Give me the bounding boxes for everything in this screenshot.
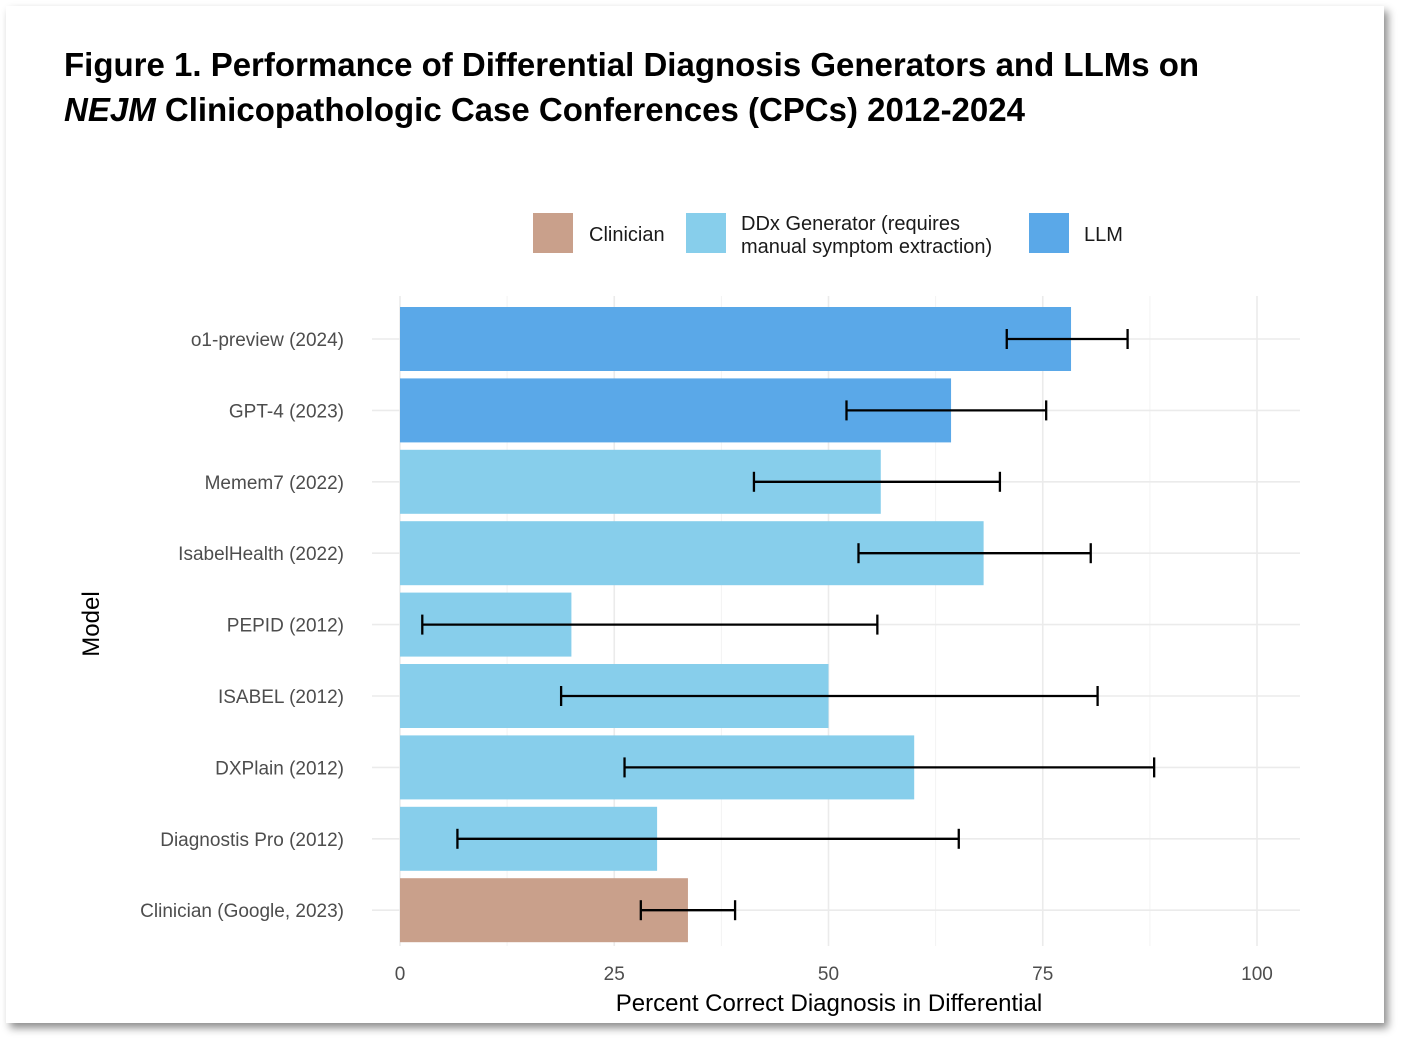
legend-item-llm: LLM	[1029, 213, 1123, 253]
error-bars	[421, 329, 1156, 921]
y-tick-label: ISABEL (2012)	[218, 687, 344, 708]
legend-label: LLM	[1084, 224, 1123, 246]
y-tick-label: Diagnostis Pro (2012)	[160, 830, 344, 851]
y-axis-tick-labels: o1-preview (2024) GPT-4 (2023) Memem7 (202…	[140, 330, 344, 922]
chart-title-line-2: NEJM Clinicopathologic Case Conferences …	[64, 87, 1364, 132]
error-bar	[845, 400, 1048, 421]
y-tick-label: Clinician (Google, 2023)	[140, 901, 344, 922]
x-axis-tick-labels: 0 25 50 75 100	[395, 964, 1273, 985]
y-tick-label: o1-preview (2024)	[191, 330, 344, 351]
bar	[400, 307, 1072, 371]
chart-title-line-1: Figure 1. Performance of Differential Di…	[64, 46, 1200, 83]
error-bar	[456, 828, 960, 849]
legend-key	[1029, 213, 1069, 253]
x-tick-label: 75	[1032, 964, 1053, 985]
legend-key	[533, 213, 573, 253]
error-bar	[559, 686, 1099, 706]
error-bar	[421, 614, 879, 635]
y-tick-label: DXPlain (2012)	[215, 758, 344, 779]
y-tick-label: GPT-4 (2023)	[229, 401, 344, 422]
y-tick-label: Memem7 (2022)	[205, 473, 344, 494]
chart-title-journal: NEJM	[64, 91, 156, 128]
error-bar	[752, 471, 1002, 492]
x-tick-label: 25	[604, 964, 625, 985]
legend-label: DDx Generator (requires	[741, 213, 960, 235]
legend-label: Clinician	[589, 224, 665, 246]
x-tick-label: 100	[1241, 964, 1273, 985]
y-tick-label: IsabelHealth (2022)	[178, 544, 344, 565]
y-tick-label: PEPID (2012)	[227, 616, 344, 637]
error-bar	[857, 543, 1092, 564]
legend-label: manual symptom extraction)	[741, 236, 992, 258]
x-tick-label: 0	[395, 964, 406, 985]
error-bar	[1005, 329, 1129, 349]
legend-key	[686, 213, 726, 253]
chart-title: Figure 1. Performance of Differential Di…	[64, 42, 1364, 132]
x-axis-title: Percent Correct Diagnosis in Differentia…	[616, 990, 1042, 1017]
chart-title-rest: Clinicopathologic Case Conferences (CPCs…	[155, 91, 1025, 128]
legend-item-clinician: Clinician	[533, 213, 665, 253]
figure-panel: Figure 1. Performance of Differential Di…	[6, 6, 1384, 1023]
error-bar	[623, 757, 1156, 778]
y-axis-title: Model	[78, 591, 105, 656]
x-tick-label: 50	[818, 964, 839, 985]
error-bar	[639, 900, 737, 921]
